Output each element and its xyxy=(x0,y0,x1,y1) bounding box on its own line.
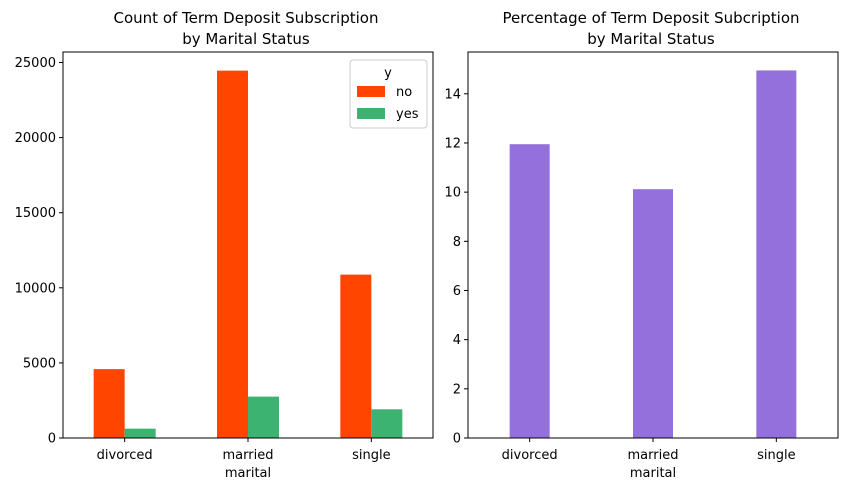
count-chart-y-tick-label: 10000 xyxy=(15,281,56,296)
percentage-chart: Percentage of Term Deposit Subcription b… xyxy=(444,9,839,481)
count-chart-legend: y no yes xyxy=(349,59,428,129)
legend-label-yes: yes xyxy=(396,107,419,122)
bar-no-married xyxy=(217,70,248,438)
bar-percentage-married xyxy=(633,189,673,438)
bar-no-single xyxy=(340,274,372,438)
count-chart-y-ticks: 0 5000 10000 15000 20000 25000 xyxy=(15,56,63,447)
count-chart-y-tick-label: 5000 xyxy=(23,356,56,371)
count-chart-y-tick-label: 15000 xyxy=(15,206,56,221)
bar-no-divorced xyxy=(93,369,125,438)
count-chart-frame xyxy=(62,51,434,439)
count-chart-title-line1: Count of Term Deposit Subscription xyxy=(114,9,379,27)
percentage-chart-y-tick-label: 8 xyxy=(453,235,461,250)
count-chart-x-tick-label: divorced xyxy=(97,448,153,463)
percentage-chart-x-tick-label: divorced xyxy=(502,448,558,463)
count-chart-title-line2: by Marital Status xyxy=(182,30,310,48)
percentage-chart-title-line2: by Marital Status xyxy=(587,30,715,48)
count-chart-y-tick-label: 25000 xyxy=(15,56,56,71)
percentage-chart-x-tick-label: single xyxy=(757,448,796,463)
count-chart-x-tick-label: single xyxy=(352,448,391,463)
percentage-chart-x-tick-label: married xyxy=(628,448,679,463)
count-chart-y-tick-label: 20000 xyxy=(15,131,56,146)
percentage-chart-frame xyxy=(467,51,839,439)
count-chart-x-label: marital xyxy=(225,466,271,481)
percentage-chart-y-tick-label: 14 xyxy=(444,87,461,102)
percentage-chart-y-tick-label: 6 xyxy=(453,284,461,299)
legend-title: y xyxy=(384,66,392,81)
count-chart-x-ticks: divorced married single xyxy=(97,438,391,463)
legend-label-no: no xyxy=(396,85,412,100)
count-chart-y-tick-label: 0 xyxy=(48,432,56,447)
legend-swatch-no xyxy=(357,86,385,97)
count-chart: Count of Term Deposit Subscription by Ma… xyxy=(15,9,434,481)
bar-percentage-single xyxy=(756,70,797,439)
percentage-chart-y-tick-label: 0 xyxy=(453,432,461,447)
percentage-chart-y-tick-label: 2 xyxy=(453,382,461,397)
percentage-chart-y-tick-label: 4 xyxy=(453,333,461,348)
percentage-chart-x-ticks: divorced married single xyxy=(502,438,796,463)
legend-swatch-yes xyxy=(357,108,385,119)
count-chart-bars xyxy=(93,70,403,438)
percentage-chart-y-tick-label: 12 xyxy=(444,136,461,151)
percentage-chart-title-line1: Percentage of Term Deposit Subcription xyxy=(503,9,800,27)
percentage-chart-bars xyxy=(509,70,797,439)
percentage-chart-y-tick-label: 10 xyxy=(444,186,461,201)
percentage-chart-y-ticks: 0 2 4 6 8 10 12 14 xyxy=(444,87,468,447)
bar-percentage-divorced xyxy=(509,144,550,438)
bar-yes-single xyxy=(371,409,403,438)
percentage-chart-x-label: marital xyxy=(630,466,676,481)
count-chart-x-tick-label: married xyxy=(223,448,274,463)
bar-yes-divorced xyxy=(124,428,156,438)
bar-yes-married xyxy=(248,396,279,438)
